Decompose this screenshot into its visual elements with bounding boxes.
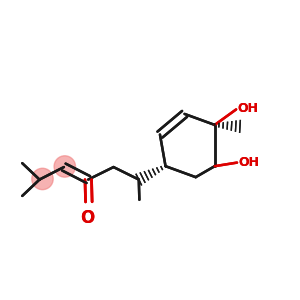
Text: OH: OH [237, 102, 258, 116]
Text: OH: OH [237, 102, 258, 116]
Circle shape [54, 156, 76, 177]
Text: O: O [80, 209, 94, 227]
Text: OH: OH [238, 155, 259, 169]
Circle shape [32, 168, 53, 190]
Text: O: O [80, 209, 94, 227]
Text: OH: OH [238, 155, 259, 169]
